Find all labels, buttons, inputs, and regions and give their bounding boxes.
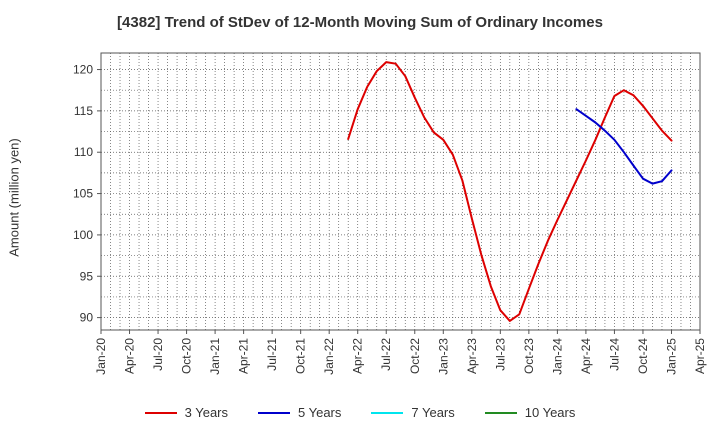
x-tick-label: Oct-22 [408,338,422,374]
x-tick-label: Jan-21 [208,338,222,375]
x-tick-label: Apr-23 [465,338,479,374]
legend-swatch-7-years [371,411,404,414]
series-line-3-years [347,61,673,322]
legend-swatch-3-years [144,411,177,414]
x-tick-label: Apr-21 [237,338,251,374]
x-tick-label: Jan-20 [94,338,108,375]
legend-label-5-years: 5 Years [298,405,342,420]
y-tick-label: 115 [74,104,93,118]
x-tick-label: Oct-20 [180,338,194,374]
y-tick-label: 110 [74,145,93,159]
x-tick-label: Jan-25 [664,338,678,375]
legend-label-10-years: 10 Years [524,405,576,420]
y-tick-label: 100 [73,228,93,242]
legend: 3 Years 5 Years 7 Years 10 Years [0,405,720,420]
legend-swatch-5-years [258,411,290,414]
legend-item-3-years: 3 Years [144,405,228,420]
y-tick-label: 95 [80,269,94,283]
chart-title: [4382] Trend of StDev of 12-Month Moving… [117,14,603,31]
y-tick-label: 120 [73,63,93,77]
y-tick-label: 105 [73,187,93,201]
x-tick-label: Oct-24 [636,338,650,374]
x-tick-label: Apr-25 [693,338,707,374]
x-tick-label: Oct-21 [294,338,308,374]
x-tick-label: Jul-23 [493,338,507,371]
legend-swatch-10-years [484,411,517,414]
x-tick-label: Apr-22 [351,338,365,374]
legend-label-3-years: 3 Years [184,405,228,420]
legend-item-10-years: 10 Years [484,405,576,420]
x-tick-label: Jan-22 [322,338,336,375]
legend-item-5-years: 5 Years [258,405,341,420]
legend-label-7-years: 7 Years [411,405,455,420]
x-tick-label: Jan-24 [550,338,564,375]
x-tick-label: Jul-21 [265,338,279,371]
y-tick-label: 90 [80,311,94,325]
x-tick-label: Apr-24 [579,338,593,374]
series-line-5-years [575,108,673,185]
x-tick-label: Oct-23 [522,338,536,374]
legend-item-7-years: 7 Years [371,405,455,420]
x-tick-label: Jul-20 [151,338,165,371]
plot-frame [100,52,701,331]
x-tick-label: Apr-20 [123,338,137,374]
x-tick-label: Jul-24 [607,338,621,371]
x-tick-label: Jan-23 [436,338,450,375]
x-tick-label: Jul-22 [379,338,393,371]
